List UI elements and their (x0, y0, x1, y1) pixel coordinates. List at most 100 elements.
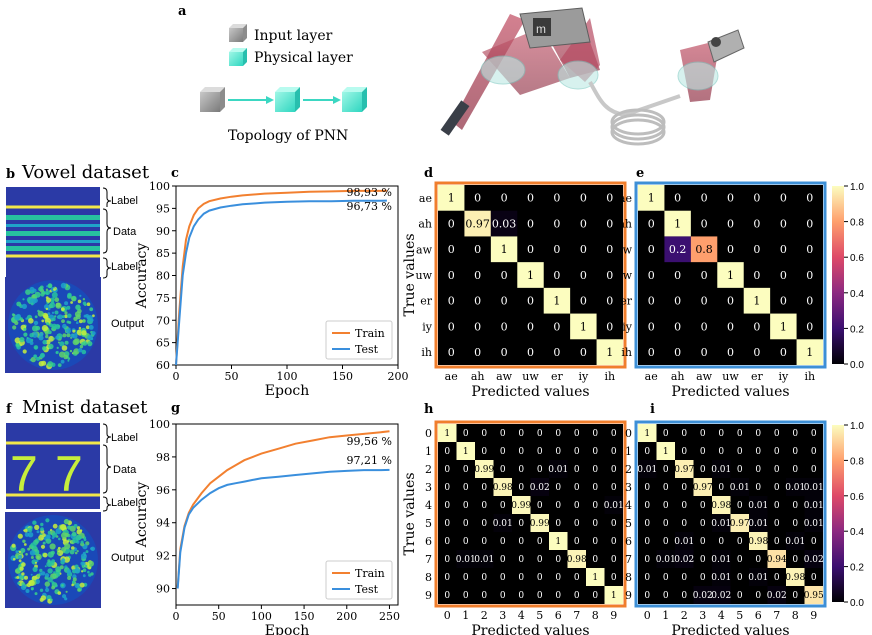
vowel-output-speckle (5, 277, 101, 373)
speckle-dot (64, 597, 68, 601)
speckle-dot (38, 534, 44, 541)
matrix-cell-value: 0 (755, 591, 761, 601)
matrix-cell-value: 1 (648, 192, 655, 205)
matrix-cell-value: 0 (611, 537, 617, 547)
fiber-coil-icon (610, 108, 666, 146)
series-line-test (175, 199, 387, 366)
matrix-cell-value: 0 (774, 537, 780, 547)
vowel-label-top: Label (111, 195, 138, 207)
matrix-cell (517, 262, 544, 288)
speckle-dot (23, 543, 27, 546)
speckle-dot (81, 330, 87, 336)
matrix-cell-value: 0 (518, 465, 524, 475)
x-tick-label: 200 (336, 610, 357, 623)
panel-letter-g: g (171, 401, 180, 416)
y-tick-label: 94 (156, 517, 170, 530)
speckle-dot (12, 325, 17, 330)
matrix-cell-value: 0 (500, 447, 506, 457)
annotation-test: 97,21 % (347, 454, 392, 467)
panel-letter-d: d (424, 166, 433, 181)
speckle-dot (44, 565, 47, 568)
matrix-cell-value: 0 (500, 501, 506, 511)
matrix-cell-value: 0 (792, 465, 798, 475)
y-class-label: 1 (425, 445, 432, 458)
speckle-dot (56, 572, 61, 577)
matrix-cell-value: 0 (774, 519, 780, 529)
speckle-dot (30, 302, 34, 306)
speckle-dot (71, 583, 74, 587)
y-class-label: 4 (425, 499, 432, 512)
matrix-cell-value: 0 (701, 192, 708, 205)
matrix-cell (675, 550, 694, 568)
speckle-dot (44, 317, 52, 324)
x-class-label: 1 (662, 609, 669, 622)
matrix-cell-value: 0.01 (637, 465, 657, 475)
matrix-cell-value: 0.01 (604, 501, 624, 511)
mnist-label-bottom: Label (111, 497, 138, 509)
speckle-dot (44, 581, 50, 587)
x-tick-label: 0 (173, 370, 180, 383)
matrix-cell-value: 1 (553, 295, 560, 308)
speckle-dot (69, 549, 75, 555)
colorbar-tick-label: 1.0 (850, 182, 864, 193)
matrix-cell-value: 0 (481, 483, 487, 493)
panel-letter-h: h (424, 402, 434, 417)
matrix-cell-value: 1 (644, 429, 650, 439)
speckle-dot (41, 290, 46, 295)
x-tick-label: 100 (277, 370, 298, 383)
x-axis-label: Epoch (265, 383, 309, 399)
x-class-label: ae (445, 370, 458, 383)
matrix-cell-value: 0 (481, 501, 487, 511)
matrix-cell-value: 1 (592, 573, 598, 583)
matrix-cell-value: 0 (811, 465, 817, 475)
physical-cube-icon (229, 48, 247, 66)
matrix-cell-value: 0 (574, 447, 580, 457)
x-class-label: 9 (810, 609, 817, 622)
matrix-cell-value: 0.97 (730, 519, 750, 529)
speckle-dot (53, 288, 56, 291)
speckle-dot (90, 572, 94, 576)
matrix-cell-value: 0 (474, 346, 481, 359)
matrix-cell-value: 0 (663, 465, 669, 475)
y-class-label: 1 (625, 445, 632, 458)
y-class-label: 6 (425, 535, 432, 548)
matrix-cell-value: 0 (644, 573, 650, 583)
x-class-label: 8 (792, 609, 799, 622)
speckle-dot (27, 527, 33, 533)
matrix-cell-value: 0 (648, 243, 655, 256)
y-class-label: 8 (425, 571, 432, 584)
matrix-cell-value: 1 (580, 320, 587, 333)
matrix-cell-value: 0 (537, 573, 543, 583)
matrix-cell (730, 478, 749, 496)
speckle-dot (34, 592, 38, 596)
matrix-cell-value: 0 (537, 537, 543, 547)
matrix-cell-value: 1 (448, 192, 455, 205)
speckle-dot (16, 576, 20, 579)
speckle-dot (61, 558, 66, 563)
matrix-cell-value: 0 (474, 243, 481, 256)
legend-label-test: Test (355, 583, 379, 596)
matrix-cell-value: 0 (663, 537, 669, 547)
speckle-dot (12, 557, 16, 561)
matrix-cell-value: 0 (780, 346, 787, 359)
y-tick-label: 60 (156, 359, 170, 372)
speckle-dot (85, 325, 90, 330)
x-class-label: ah (671, 370, 685, 383)
annotation-train: 99,56 % (347, 435, 392, 448)
matrix-cell-value: 0.98 (748, 537, 768, 547)
matrix-cell-value: 0 (792, 519, 798, 529)
panel-letter-a: a (178, 4, 187, 19)
speckle-dot (63, 518, 70, 525)
x-axis-label: Predicted values (671, 623, 789, 635)
speckle-dot (40, 352, 45, 358)
speckle-dot (77, 535, 82, 540)
speckle-dot (32, 566, 38, 573)
speckle-dot (20, 552, 23, 555)
matrix-cell-value: 0 (555, 501, 561, 511)
speckle-dot (82, 298, 86, 301)
speckle-dot (39, 588, 44, 592)
confusion-matrix-d: 1 0 0 0 0 0 0 0 0.97 0.03 0 0 0 0 0 0 1 0 0 0 0 0 0 0 1 0 0 0 0 0 0 0 1 0… (402, 181, 627, 400)
matrix-cell-value: 0 (481, 519, 487, 529)
speckle-dot (57, 314, 63, 320)
